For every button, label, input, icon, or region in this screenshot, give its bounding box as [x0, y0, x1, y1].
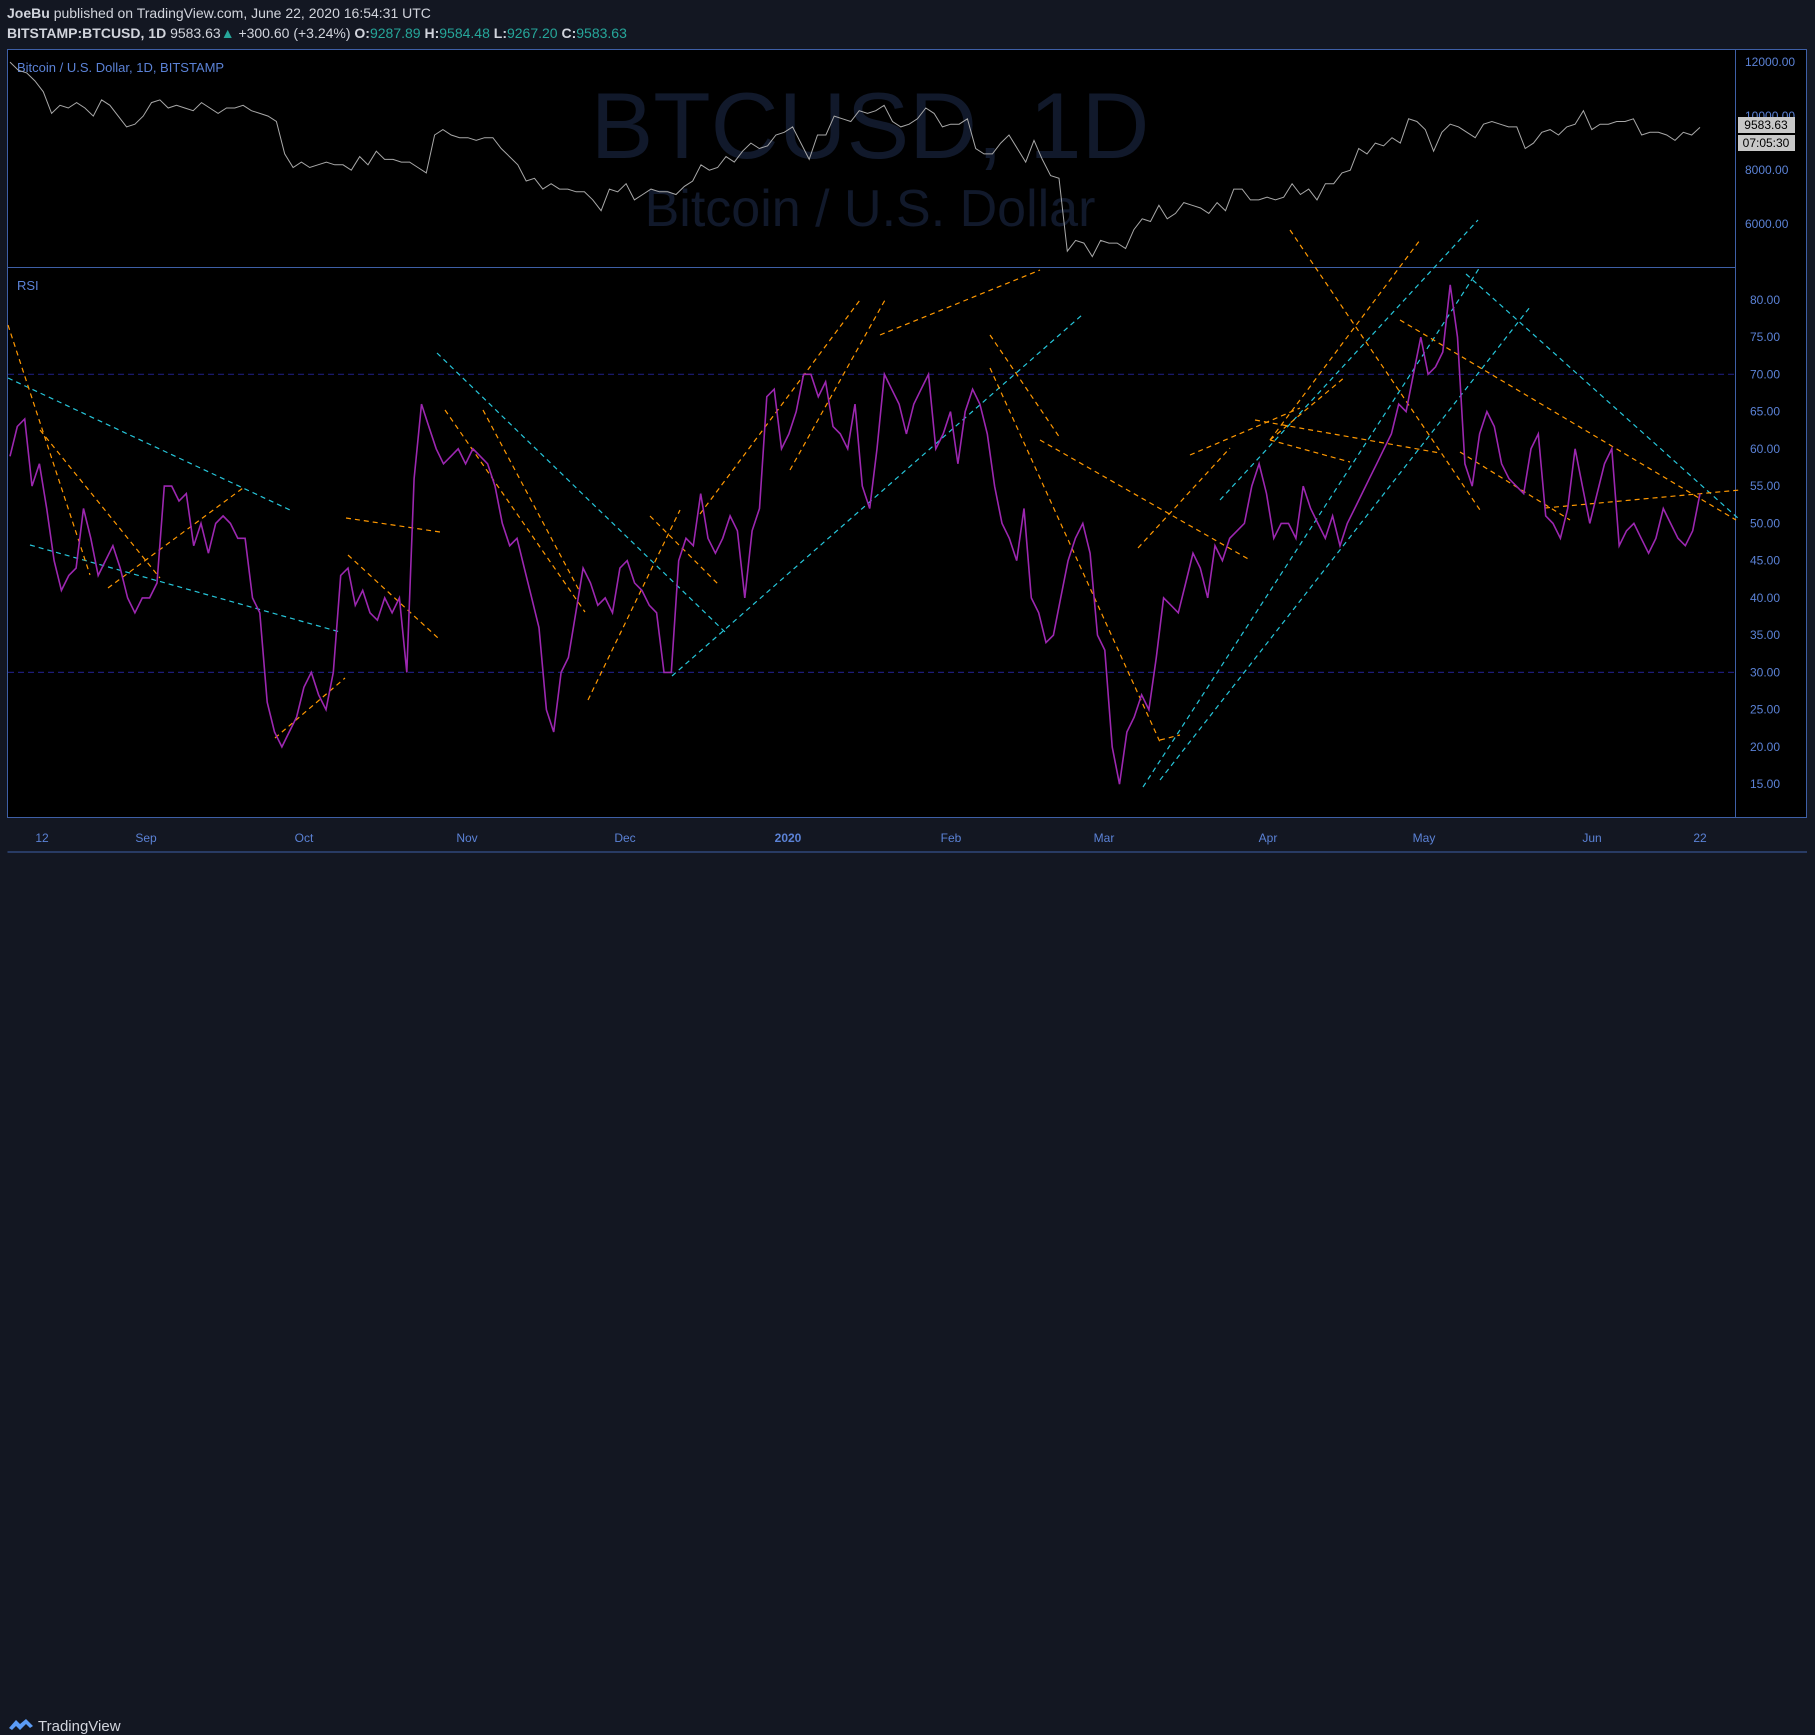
trendline[interactable] [587, 509, 681, 701]
trendline[interactable] [1159, 734, 1181, 741]
trendline[interactable] [1465, 273, 1741, 521]
rsi-pane[interactable] [7, 267, 1736, 818]
trendline[interactable] [7, 377, 291, 511]
up-arrow-icon: ▲ [220, 25, 235, 41]
publish-line: JoeBu published on TradingView.com, June… [7, 5, 431, 21]
rsi-tick-label: 75.00 [1750, 330, 1780, 344]
rsi-tick-label: 70.00 [1750, 367, 1780, 381]
trendline[interactable] [879, 269, 1041, 336]
trendline[interactable] [1269, 239, 1421, 441]
trendline[interactable] [39, 429, 161, 579]
time-tick-label: Sep [135, 831, 157, 845]
last-price-tag-text: 9583.63 [1744, 118, 1788, 132]
price-change: +300.60 (+3.24%) [238, 25, 351, 41]
symbol-label[interactable]: BITSTAMP:BTCUSD, 1D [7, 25, 167, 41]
time-tick-label: Oct [295, 831, 314, 845]
time-axis-labels[interactable]: 12 Sep Oct Nov Dec 2020 Feb Mar Apr May Jun 22 [35, 831, 1707, 845]
watermark-description: Bitcoin / U.S. Dollar [645, 180, 1096, 238]
time-tick-label: 22 [1693, 831, 1707, 845]
rsi-tick-label: 35.00 [1750, 628, 1780, 642]
trendline[interactable] [1289, 229, 1481, 511]
trendline[interactable] [989, 367, 1161, 743]
trendline[interactable] [649, 515, 721, 587]
price-tick-label: 12000.00 [1745, 55, 1795, 69]
trendline[interactable] [7, 324, 91, 576]
rsi-tick-label: 60.00 [1750, 442, 1780, 456]
time-tick-label: 2020 [775, 831, 802, 845]
trendlines[interactable] [7, 219, 1741, 788]
tradingview-logo-icon[interactable] [8, 1718, 34, 1734]
rsi-axis-labels: 80.00 75.00 70.00 65.00 60.00 55.00 50.00 45.00… [1750, 293, 1780, 791]
trendline[interactable] [1254, 419, 1441, 454]
ohlc-line: BITSTAMP:BTCUSD, 1D 9583.63▲ +300.60 (+3… [7, 25, 627, 41]
trendline[interactable] [1544, 489, 1741, 509]
trendline[interactable] [1269, 439, 1351, 463]
time-tick-label: Nov [456, 831, 477, 845]
time-tick-label: Mar [1094, 831, 1115, 845]
rsi-tick-label: 65.00 [1750, 405, 1780, 419]
high-value: 9584.48 [439, 25, 490, 41]
last-price: 9583.63 [170, 25, 221, 41]
rsi-bands [8, 373, 1735, 674]
time-tick-label: 12 [35, 831, 49, 845]
trendline[interactable] [1137, 447, 1231, 549]
trendline[interactable] [989, 334, 1061, 439]
trendline[interactable] [1459, 451, 1571, 521]
trendline[interactable] [345, 517, 441, 533]
price-series-line [9, 61, 1701, 258]
watermark-symbol: BTCUSD, 1D [591, 73, 1150, 178]
rsi-tick-label: 50.00 [1750, 516, 1780, 530]
trendline[interactable] [347, 554, 439, 639]
price-tick-label: 6000.00 [1745, 217, 1789, 231]
rsi-tick-label: 15.00 [1750, 777, 1780, 791]
high-label: H: [424, 25, 440, 41]
rsi-tick-label: 20.00 [1750, 740, 1780, 754]
trendline[interactable] [274, 677, 346, 739]
rsi-tick-label: 55.00 [1750, 479, 1780, 493]
author-name[interactable]: JoeBu [7, 5, 50, 21]
trendline[interactable] [1159, 306, 1531, 781]
price-scale[interactable] [1735, 49, 1807, 818]
low-label: L: [493, 25, 507, 41]
rsi-tick-label: 30.00 [1750, 665, 1780, 679]
rsi-legend[interactable]: RSI [17, 278, 39, 293]
trendline[interactable] [1269, 376, 1346, 441]
trendline[interactable] [482, 409, 581, 593]
chart-header: JoeBu published on TradingView.com, June… [0, 0, 1815, 48]
rsi-tick-label: 40.00 [1750, 591, 1780, 605]
trendline[interactable] [107, 487, 244, 589]
trendline[interactable] [1219, 219, 1479, 501]
trendline[interactable] [1039, 439, 1251, 561]
countdown-tag-text: 07:05:30 [1743, 136, 1790, 150]
rsi-tick-label: 45.00 [1750, 554, 1780, 568]
publish-info: published on TradingView.com, June 22, 2… [53, 5, 431, 21]
open-value: 9287.89 [369, 25, 421, 41]
open-label: O: [354, 25, 370, 41]
rsi-tick-label: 80.00 [1750, 293, 1780, 307]
price-legend[interactable]: Bitcoin / U.S. Dollar, 1D, BITSTAMP [17, 60, 224, 75]
footer-brand[interactable]: TradingView [38, 1718, 121, 1735]
trendline[interactable] [444, 409, 586, 613]
low-value: 9267.20 [506, 25, 558, 41]
close-value: 9583.63 [576, 25, 627, 41]
last-price-tag [1738, 117, 1795, 133]
price-tick-label: 8000.00 [1745, 163, 1789, 177]
time-tick-label: May [1413, 831, 1436, 845]
time-tick-label: Dec [614, 831, 635, 845]
rsi-series-line [9, 284, 1701, 785]
trendline[interactable] [1399, 319, 1737, 521]
countdown-tag [1738, 135, 1795, 151]
close-label: C: [561, 25, 577, 41]
trendline[interactable] [789, 299, 886, 471]
time-tick-label: Feb [941, 831, 962, 845]
chart-canvas[interactable]: BTCUSD, 1D Bitcoin / U.S. Dollar Bitcoin… [0, 48, 1815, 854]
time-tick-label: Apr [1259, 831, 1278, 845]
trendline[interactable] [1189, 407, 1301, 456]
rsi-tick-label: 25.00 [1750, 703, 1780, 717]
price-pane[interactable] [7, 49, 1736, 268]
footer-bar: TradingView [0, 854, 1815, 1735]
time-tick-label: Jun [1582, 831, 1601, 845]
trendline[interactable] [671, 314, 1083, 677]
